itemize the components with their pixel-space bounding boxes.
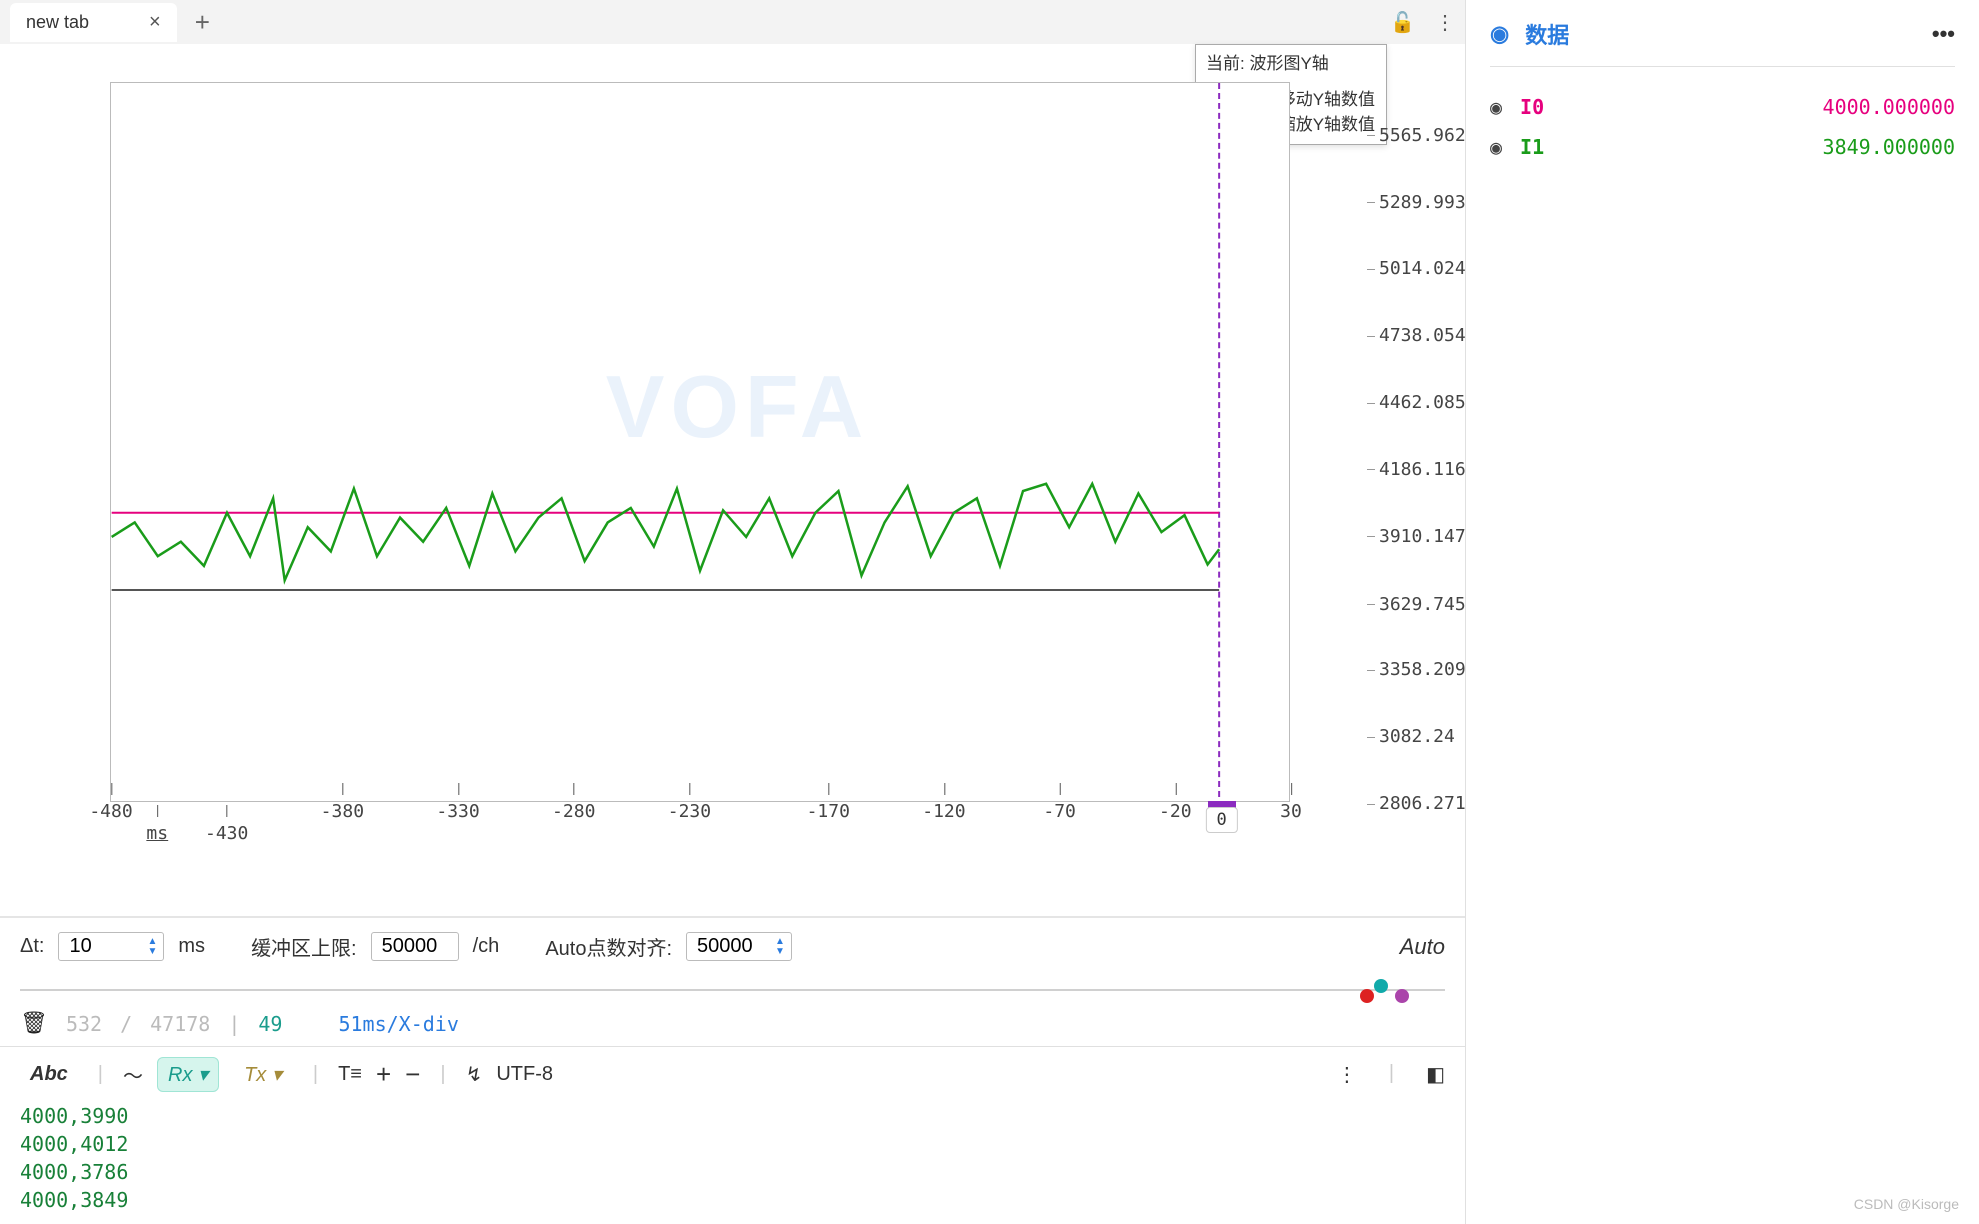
x-tick-label: -70 xyxy=(1043,801,1076,822)
tx-button[interactable]: Tx ▾ xyxy=(233,1057,293,1092)
tab[interactable]: new tab × xyxy=(10,3,177,42)
controls-row: Δt: ▲▼ ms 缓冲区上限: /ch Auto点数对齐: ▲▼ Auto xyxy=(0,916,1465,975)
panel-title: 数据 xyxy=(1525,18,1569,50)
channel-value: 3849.000000 xyxy=(1823,135,1955,159)
channel-value: 4000.000000 xyxy=(1823,95,1955,119)
auto-align-field[interactable] xyxy=(697,935,767,958)
tab-title: new tab xyxy=(26,12,89,33)
waveform-chart[interactable]: VOFA 5565.9625289.9935014.0244738.054446… xyxy=(110,82,1290,802)
x-tick-label: -380 xyxy=(321,801,364,822)
count-a: 532 xyxy=(66,1012,102,1036)
delta-t-field[interactable] xyxy=(69,935,139,958)
delta-t-input[interactable]: ▲▼ xyxy=(58,932,164,961)
panel-more-icon[interactable]: ••• xyxy=(1932,21,1955,47)
chart-svg xyxy=(111,83,1289,801)
data-line: 4000,4012 xyxy=(20,1130,1445,1158)
buffer-field[interactable] xyxy=(382,935,452,958)
x-unit-label: ms xyxy=(146,823,168,844)
delta-t-unit: ms xyxy=(178,935,205,958)
y-tick-label: 4462.085 xyxy=(1379,392,1466,413)
auto-align-input[interactable]: ▲▼ xyxy=(686,932,792,961)
data-line: 4000,3849 xyxy=(20,1186,1445,1214)
count-b: 47178 xyxy=(150,1012,210,1036)
data-line: 4000,3786 xyxy=(20,1158,1445,1186)
spinner-icon[interactable]: ▲▼ xyxy=(775,937,785,957)
y-tick-label: 3082.24 xyxy=(1379,726,1455,747)
x-tick-label: -170 xyxy=(807,801,850,822)
delta-t-label: Δt: xyxy=(20,935,44,958)
eraser-icon[interactable]: ◧ xyxy=(1426,1062,1445,1087)
x-tick-label: -280 xyxy=(552,801,595,822)
x-tick-label: -20 xyxy=(1159,801,1192,822)
channel-name: I1 xyxy=(1520,135,1544,159)
status-row: 🗑 532 / 47178 | 49 51ms/X-div xyxy=(0,1005,1465,1046)
x-tick-label: 30 xyxy=(1280,801,1302,822)
slider-track xyxy=(20,989,1445,991)
rx-button[interactable]: Rx ▾ xyxy=(157,1057,219,1092)
plus-button[interactable]: + xyxy=(376,1059,391,1090)
rx-data-output: 4000,39904000,40124000,37864000,3849 xyxy=(0,1102,1465,1224)
slider-dot[interactable] xyxy=(1395,989,1409,1003)
chart-container: 当前: 波形图Y轴 左键拖动:移动Y轴数值 滚轮滚动:缩放Y轴数值 VOFA 5… xyxy=(0,44,1465,812)
spinner-icon[interactable]: ▲▼ xyxy=(147,937,157,957)
data-panel: ◉ 数据 ••• ◉ I0 4000.000000◉ I1 3849.00000… xyxy=(1466,0,1979,1224)
auto-mode-label: Auto xyxy=(1400,934,1445,960)
tab-bar: new tab × + 🔓 ⋮ xyxy=(0,0,1465,44)
x-div: 51ms/X-div xyxy=(338,1012,458,1036)
text-format-icon[interactable]: T≡ xyxy=(338,1063,362,1086)
x-tick-label: -480 xyxy=(89,801,132,822)
sep: / xyxy=(120,1012,132,1036)
curve-icon[interactable]: 〜 xyxy=(123,1060,143,1089)
channel-name: I0 xyxy=(1520,95,1544,119)
x-tick-label: -230 xyxy=(668,801,711,822)
x-tick-label: -120 xyxy=(922,801,965,822)
encoding-label[interactable]: UTF-8 xyxy=(496,1063,553,1086)
eye-icon[interactable]: ◉ xyxy=(1490,95,1502,119)
abc-button[interactable]: Abc xyxy=(20,1059,78,1090)
y-tick-label: 4738.054 xyxy=(1379,325,1466,346)
y-tick-label: 5014.024 xyxy=(1379,258,1466,279)
buffer-unit: /ch xyxy=(473,935,500,958)
x-tick-label: -330 xyxy=(436,801,479,822)
y-tick-label: 3358.209 xyxy=(1379,659,1466,680)
minus-button[interactable]: − xyxy=(405,1059,420,1090)
wave-icon[interactable]: ↯ xyxy=(466,1062,483,1087)
close-icon[interactable]: × xyxy=(149,11,161,34)
data-row[interactable]: ◉ I1 3849.000000 xyxy=(1490,127,1955,167)
buffer-input[interactable] xyxy=(371,932,459,961)
tooltip-line: 当前: 波形图Y轴 xyxy=(1206,51,1376,77)
x-axis-ticks: -480-430-380-330-280-230-170-120-70-2030… xyxy=(111,801,1289,845)
text-toolbar: Abc | 〜 Rx ▾ Tx ▾ | T≡ + − | ↯ UTF-8 ⋮ |… xyxy=(0,1046,1465,1102)
y-tick-label: 4186.116 xyxy=(1379,459,1466,480)
lock-icon[interactable]: 🔓 xyxy=(1390,10,1415,35)
auto-align-label: Auto点数对齐: xyxy=(545,932,672,961)
y-tick-label: 5565.962 xyxy=(1379,125,1466,146)
kebab-icon[interactable]: ⋮ xyxy=(1337,1062,1357,1087)
new-tab-button[interactable]: + xyxy=(195,7,210,38)
data-line: 4000,3990 xyxy=(20,1102,1445,1130)
y-tick-label: 2806.271 xyxy=(1379,793,1466,814)
slider-dot[interactable] xyxy=(1374,979,1388,993)
eye-icon[interactable]: ◉ xyxy=(1490,21,1509,47)
slider-dot[interactable] xyxy=(1360,989,1374,1003)
buffer-label: 缓冲区上限: xyxy=(251,932,357,961)
cursor-label: 0 xyxy=(1205,807,1237,833)
y-tick-label: 5289.993 xyxy=(1379,192,1466,213)
y-tick-label: 3910.147 xyxy=(1379,526,1466,547)
eye-icon[interactable]: ◉ xyxy=(1490,135,1502,159)
timeline-slider[interactable] xyxy=(20,975,1445,999)
y-tick-label: 3629.745 xyxy=(1379,594,1466,615)
x-tick-label: -430 xyxy=(205,823,248,844)
rate: 49 xyxy=(258,1012,282,1036)
footer-watermark: CSDN @Kisorge xyxy=(1854,1196,1959,1212)
sep: | xyxy=(228,1012,240,1036)
data-row[interactable]: ◉ I0 4000.000000 xyxy=(1490,87,1955,127)
more-icon[interactable]: ⋮ xyxy=(1435,10,1455,35)
trash-icon[interactable]: 🗑 xyxy=(20,1011,48,1036)
